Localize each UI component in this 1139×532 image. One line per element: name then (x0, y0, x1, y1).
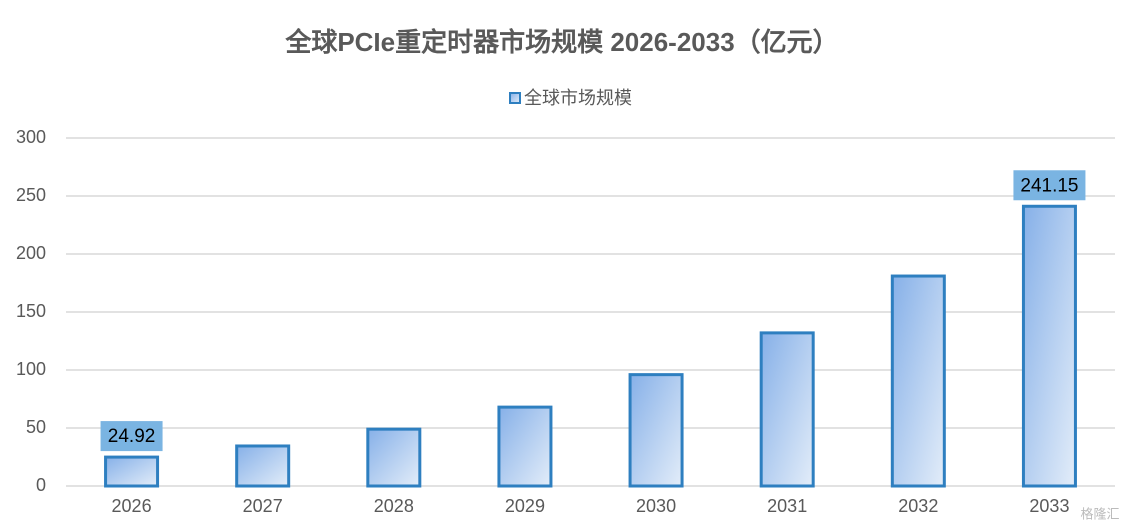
legend: 全球市场规模 (509, 88, 632, 108)
y-tick-label: 50 (26, 417, 46, 437)
bar (759, 331, 815, 488)
chart-title: 全球PCIe重定时器市场规模 2026-2033（亿元） (284, 27, 838, 57)
x-tick-label: 2029 (505, 496, 545, 516)
y-tick-label: 300 (16, 127, 46, 147)
data-label-box (100, 421, 163, 452)
y-tick-label: 200 (16, 243, 46, 263)
y-tick-label: 250 (16, 185, 46, 205)
data-label: 24.92 (108, 426, 156, 447)
bar (235, 444, 291, 488)
bar (104, 455, 160, 488)
x-tick-label: 2030 (636, 496, 676, 516)
watermark: 格隆汇 (1080, 506, 1119, 521)
data-label-box (1013, 170, 1086, 201)
bar (366, 427, 422, 488)
x-tick-label: 2027 (243, 496, 283, 516)
x-tick-label: 2026 (112, 496, 152, 516)
legend-swatch (509, 92, 521, 104)
bar (890, 274, 946, 488)
x-tick-label: 2032 (898, 496, 938, 516)
y-tick-label: 150 (16, 301, 46, 321)
bar (628, 373, 684, 488)
y-tick-label: 0 (36, 475, 46, 495)
bar (497, 405, 553, 488)
data-label: 241.15 (1020, 175, 1078, 196)
x-tick-label: 2028 (374, 496, 414, 516)
x-tick-label: 2033 (1029, 496, 1069, 516)
bar (1021, 204, 1077, 488)
x-tick-label: 2031 (767, 496, 807, 516)
legend-label: 全球市场规模 (524, 88, 632, 108)
y-tick-label: 100 (16, 359, 46, 379)
